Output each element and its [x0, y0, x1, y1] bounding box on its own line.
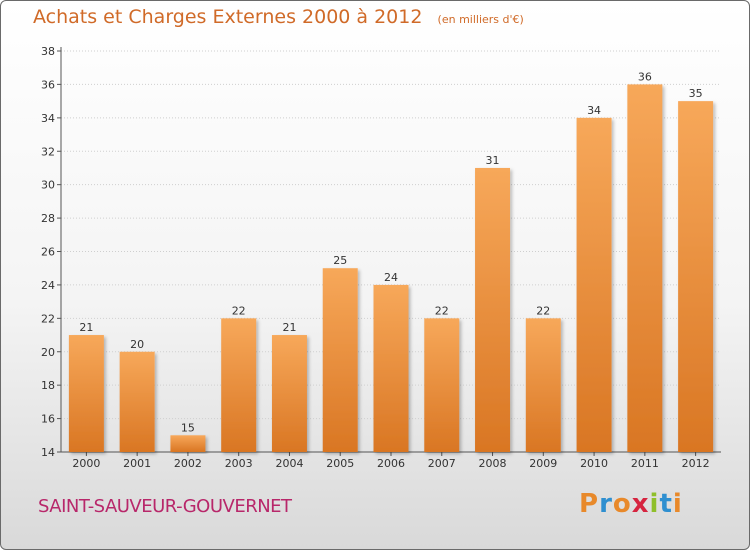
bar-2007	[424, 318, 460, 452]
bar-value-label: 21	[79, 321, 93, 334]
commune-name: SAINT-SAUVEUR-GOUVERNET	[38, 496, 292, 517]
y-tick-label: 30	[41, 179, 55, 192]
bar-2005	[322, 268, 358, 452]
logo-letter: o	[612, 489, 632, 519]
bar-value-label: 20	[130, 338, 144, 351]
bar-value-label: 22	[536, 304, 550, 317]
bar-2002	[170, 435, 206, 452]
tick-labels: 14 16 18 20 22 24 26 28 30 32 34 36 38 2000 2001 2002 20…	[41, 45, 710, 470]
y-tick-label: 14	[41, 446, 55, 459]
bar-value-label: 25	[333, 254, 347, 267]
logo-letter: x	[631, 489, 650, 519]
y-tick-label: 38	[41, 45, 55, 58]
bar-2006	[373, 284, 409, 452]
x-tick-label: 2006	[377, 457, 405, 470]
logo-letter: P	[579, 489, 600, 519]
bar-value-label: 15	[181, 421, 195, 434]
y-tick-label: 22	[41, 312, 55, 325]
logo-letter: i	[649, 489, 660, 519]
chart-title: Achats et Charges Externes 2000 à 2012	[33, 6, 423, 28]
proxiti-logo[interactable]: Proxiti	[579, 489, 683, 519]
bars	[68, 84, 714, 453]
logo-letter: i	[672, 489, 683, 519]
bar-2001	[119, 351, 155, 452]
bar-value-label: 35	[689, 87, 703, 100]
bar-2012	[678, 101, 714, 452]
bar-2000	[68, 335, 104, 452]
x-tick-label: 2008	[479, 457, 507, 470]
x-tick-label: 2009	[529, 457, 557, 470]
y-tick-label: 32	[41, 145, 55, 158]
bar-value-labels: 21 20 15 22 21 25 24 22 31 22 34 36 35	[79, 70, 702, 434]
y-tick-label: 34	[41, 112, 55, 125]
y-tick-label: 18	[41, 379, 55, 392]
bar-2009	[525, 318, 561, 452]
bar-2011	[627, 84, 663, 453]
x-tick-label: 2012	[682, 457, 710, 470]
x-tick-label: 2010	[580, 457, 608, 470]
y-tick-label: 36	[41, 78, 55, 91]
chart-subtitle: (en milliers d'€)	[437, 13, 524, 26]
x-tick-label: 2005	[326, 457, 354, 470]
y-tick-label: 28	[41, 212, 55, 225]
bar-2003	[221, 318, 257, 452]
title-row: Achats et Charges Externes 2000 à 2012 (…	[33, 6, 524, 28]
logo-letter: t	[659, 489, 673, 519]
x-tick-label: 2011	[631, 457, 659, 470]
x-tick-label: 2007	[428, 457, 456, 470]
y-tick-label: 20	[41, 346, 55, 359]
x-tick-label: 2002	[174, 457, 202, 470]
bar-value-label: 31	[486, 154, 500, 167]
y-tick-label: 24	[41, 279, 55, 292]
x-tick-label: 2001	[123, 457, 151, 470]
bar-value-label: 22	[232, 304, 246, 317]
x-tick-label: 2000	[72, 457, 100, 470]
bar-2004	[271, 335, 307, 452]
bar-2008	[475, 167, 511, 453]
y-tick-label: 16	[41, 413, 55, 426]
bar-value-label: 34	[587, 104, 601, 117]
bar-value-label: 36	[638, 70, 652, 83]
bar-value-label: 24	[384, 271, 398, 284]
bar-value-label: 22	[435, 304, 449, 317]
x-tick-label: 2004	[275, 457, 303, 470]
logo-letter: r	[599, 489, 613, 519]
bar-value-label: 21	[282, 321, 296, 334]
x-tick-label: 2003	[225, 457, 253, 470]
bar-2010	[576, 117, 612, 452]
y-tick-label: 26	[41, 246, 55, 259]
